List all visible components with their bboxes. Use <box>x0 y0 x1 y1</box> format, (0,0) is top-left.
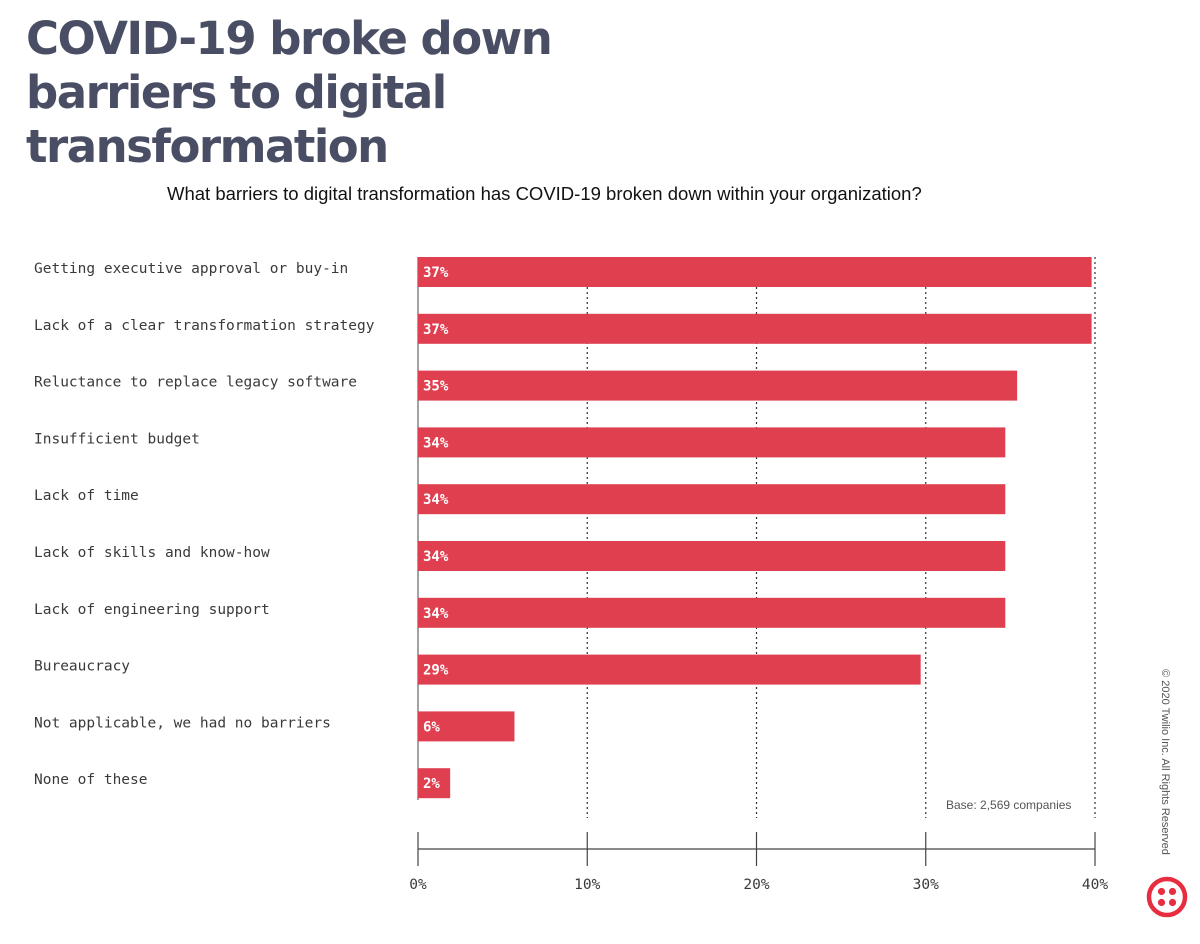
bar-value-label: 37% <box>423 265 449 281</box>
bar <box>418 370 1018 401</box>
bar <box>418 597 1006 628</box>
bar <box>418 257 1092 287</box>
copyright-text: © 2020 Twilio Inc. All Rights Reserved <box>1159 669 1171 855</box>
category-label: Not applicable, we had no barriers <box>34 715 331 731</box>
bar-value-label: 34% <box>423 435 449 451</box>
chart-title: COVID-19 broke down barriers to digital … <box>26 12 553 173</box>
bar-value-label: 29% <box>423 663 449 679</box>
bar-value-label: 2% <box>423 776 440 792</box>
category-labels: Getting executive approval or buy-in Lack… <box>34 261 375 788</box>
bar-value-label: 34% <box>423 606 449 622</box>
bar <box>418 484 1006 515</box>
bar-value-label: 35% <box>423 379 449 395</box>
x-axis: 0% 10% 20% 30% 40% <box>409 832 1108 893</box>
bar <box>418 313 1092 344</box>
category-label: Lack of engineering support <box>34 602 270 618</box>
x-tick-label: 30% <box>913 877 939 893</box>
bar <box>418 654 921 685</box>
bar <box>418 711 515 742</box>
bar <box>418 427 1006 458</box>
bars: 37% 37% 35% 34% 34% 34% 34% 29% 6% 2% <box>418 257 1092 799</box>
bar <box>418 541 1006 571</box>
category-label: None of these <box>34 772 148 788</box>
category-label: Insufficient budget <box>34 431 200 447</box>
bar <box>418 768 451 799</box>
bar-value-label: 37% <box>423 322 449 338</box>
twilio-logo-icon <box>1146 876 1188 918</box>
x-tick-label: 0% <box>409 877 427 893</box>
chart-subtitle: What barriers to digital transformation … <box>167 183 922 204</box>
base-note: Base: 2,569 companies <box>946 798 1072 812</box>
bar-value-label: 6% <box>423 719 440 735</box>
gridlines <box>417 257 1096 818</box>
category-label: Getting executive approval or buy-in <box>34 261 348 277</box>
category-label: Lack of a clear transformation strategy <box>34 318 375 334</box>
category-label: Lack of time <box>34 488 139 504</box>
x-tick-label: 20% <box>743 877 769 893</box>
bar-value-label: 34% <box>423 549 449 565</box>
category-label: Reluctance to replace legacy software <box>34 375 357 391</box>
x-tick-label: 40% <box>1082 877 1108 893</box>
x-tick-label: 10% <box>574 877 600 893</box>
category-label: Lack of skills and know-how <box>34 545 270 561</box>
category-label: Bureaucracy <box>34 659 130 675</box>
bar-value-label: 34% <box>423 492 449 508</box>
